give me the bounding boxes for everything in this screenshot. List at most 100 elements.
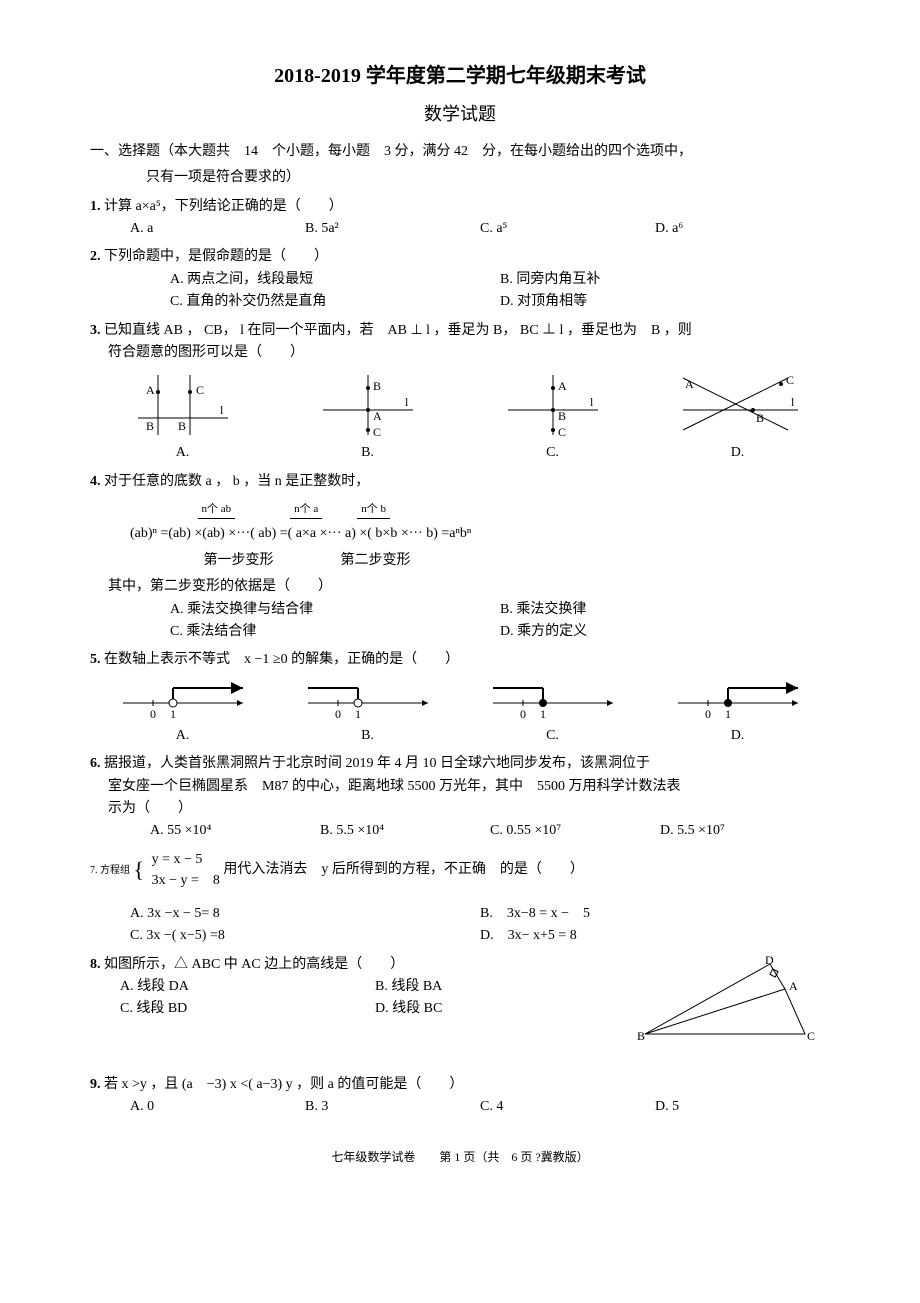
q1-num: 1. [90,199,101,214]
q3-fig-d: A C B l D. [645,370,830,464]
q5-label-d: D. [645,725,830,747]
section-heading-cont: 只有一项是符合要求的） [146,167,830,189]
q6-stem2: 室女座一个巨椭圆星系 M87 的中心，距离地球 5500 万光年，其中 5500… [108,776,830,798]
q3-label-a: A. [90,442,275,464]
q1-opt-d: D. a⁶ [655,218,830,240]
q8-num: 8. [90,957,101,972]
question-9: 9. 若 x >y ，且 (a −3) x <( a−3) y ，则 a 的值可… [90,1074,830,1119]
q3-fig-c: A B C l C. [460,370,645,464]
q6-stem1: 据报道，人类首张黑洞照片于北京时间 2019 年 4 月 10 日全球六地同步发… [104,756,650,771]
q9-num: 9. [90,1077,101,1092]
q7-opt-d: D. 3x− x+5 = 8 [480,925,830,947]
question-2: 2. 下列命题中，是假命题的是（ ） A. 两点之间，线段最短 B. 同旁内角互… [90,246,830,313]
q2-opt-b: B. 同旁内角互补 [500,269,830,291]
q5-label-b: B. [275,725,460,747]
question-5: 5. 在数轴上表示不等式 x −1 ≥0 的解集，正确的是（ ） 0 1 A. [90,649,830,747]
q5-label-a: A. [90,725,275,747]
svg-text:B: B [756,411,764,425]
q4-step2: 第二步变形 [341,553,411,568]
q9-opt-c: C. 4 [480,1096,655,1118]
page-title: 2018-2019 学年度第二学期七年级期末考试 [90,60,830,92]
q9-opt-b: B. 3 [305,1096,480,1118]
svg-text:0: 0 [335,707,341,721]
q4-opt-b: B. 乘法交换律 [500,599,830,621]
q4-brace3: n个 b [357,501,390,520]
q8-opt-a: A. 线段 DA [120,976,375,998]
q8-stem: 如图所示，△ ABC 中 AC 边上的高线是（ ） [104,957,404,972]
section-heading: 一、选择题（本大题共 14 个小题，每小题 3 分，满分 42 分，在每小题给出… [90,141,830,163]
svg-text:C: C [558,425,566,439]
question-1: 1. 计算 a×a⁵，下列结论正确的是（ ） A. a B. 5a² C. a⁵… [90,196,830,241]
q6-opt-b: B. 5.5 ×10⁴ [320,820,490,842]
q2-num: 2. [90,249,101,264]
svg-text:1: 1 [725,707,731,721]
svg-text:A: A [789,979,798,993]
q3-fig-b: B A C l B. [275,370,460,464]
svg-text:A: A [146,383,155,397]
svg-text:B: B [637,1029,645,1043]
brace-icon: { [134,860,145,880]
q4-opt-c: C. 乘法结合律 [170,621,500,643]
q9-opt-a: A. 0 [130,1096,305,1118]
q8-opt-d: D. 线段 BC [375,998,630,1020]
q3-label-c: C. [460,442,645,464]
svg-text:l: l [405,395,409,409]
svg-text:0: 0 [520,707,526,721]
q7-tail: 用代入法消去 y 后所得到的方程，不正确 的是（ ） [223,862,584,877]
q7-opt-c: C. 3x −( x−5) =8 [130,925,480,947]
svg-text:A: A [685,377,694,391]
q7-opt-a: A. 3x −x − 5= 8 [130,903,480,925]
svg-text:B: B [178,419,186,433]
q1-opt-c: C. a⁵ [480,218,655,240]
q2-stem: 下列命题中，是假命题的是（ ） [104,249,328,264]
q2-opt-c: C. 直角的补交仍然是直角 [170,291,500,313]
svg-text:A: A [558,379,567,393]
svg-text:0: 0 [705,707,711,721]
svg-text:1: 1 [170,707,176,721]
svg-text:l: l [791,395,795,409]
q4-opt-d: D. 乘方的定义 [500,621,830,643]
q7-eq1: y = x − 5 [152,849,220,870]
question-8: 8. 如图所示，△ ABC 中 AC 边上的高线是（ ） A. 线段 DA B.… [90,954,830,1044]
q4-ask: 其中，第二步变形的依据是（ ） [108,576,830,598]
svg-text:B: B [373,379,381,393]
question-7: 7. 方程组 { y = x − 5 3x − y = 8 用代入法消去 y 后… [90,849,830,948]
page-footer: 七年级数学试卷 第 1 页（共 6 页 ?冀教版） [90,1148,830,1167]
q5-label-c: C. [460,725,645,747]
q2-opt-d: D. 对顶角相等 [500,291,830,313]
svg-text:l: l [220,403,224,417]
q6-num: 6. [90,756,101,771]
q3-stem: 已知直线 AB ， CB， l 在同一个平面内，若 AB ⊥ l ，垂足为 B，… [104,323,692,338]
q7-opt-b: B. 3x−8 = x − 5 [480,903,830,925]
q4-brace2: n个 a [290,501,322,520]
q5-fig-d: 0 1 D. [645,678,830,747]
q1-opt-a: A. a [130,218,305,240]
svg-text:B: B [146,419,154,433]
q3-label-b: B. [275,442,460,464]
svg-text:C: C [373,425,381,439]
svg-text:B: B [558,409,566,423]
page-subtitle: 数学试题 [90,100,830,129]
question-6: 6. 据报道，人类首张黑洞照片于北京时间 2019 年 4 月 10 日全球六地… [90,753,830,843]
q7-eq2: 3x − y = 8 [152,870,220,891]
q6-opt-a: A. 55 ×10⁴ [150,820,320,842]
svg-text:C: C [807,1029,815,1043]
svg-text:1: 1 [355,707,361,721]
q4-brace1: n个 ab [198,501,236,520]
q9-opt-d: D. 5 [655,1096,830,1118]
q5-stem: 在数轴上表示不等式 x −1 ≥0 的解集，正确的是（ ） [104,652,459,667]
q4-num: 4. [90,474,101,489]
q4-opt-a: A. 乘法交换律与结合律 [170,599,500,621]
svg-text:A: A [373,409,382,423]
q5-fig-b: 0 1 B. [275,678,460,747]
q3-label-d: D. [645,442,830,464]
q4-formula: (ab)ⁿ =(ab) ×(ab) ×···( ab) =( a×a ×··· … [130,523,830,545]
q1-opt-b: B. 5a² [305,218,480,240]
svg-text:D: D [765,954,774,967]
q8-opt-b: B. 线段 BA [375,976,630,998]
svg-text:l: l [590,395,594,409]
q2-opt-a: A. 两点之间，线段最短 [170,269,500,291]
q8-opt-c: C. 线段 BD [120,998,375,1020]
svg-text:C: C [196,383,204,397]
q5-fig-c: 0 1 C. [460,678,645,747]
